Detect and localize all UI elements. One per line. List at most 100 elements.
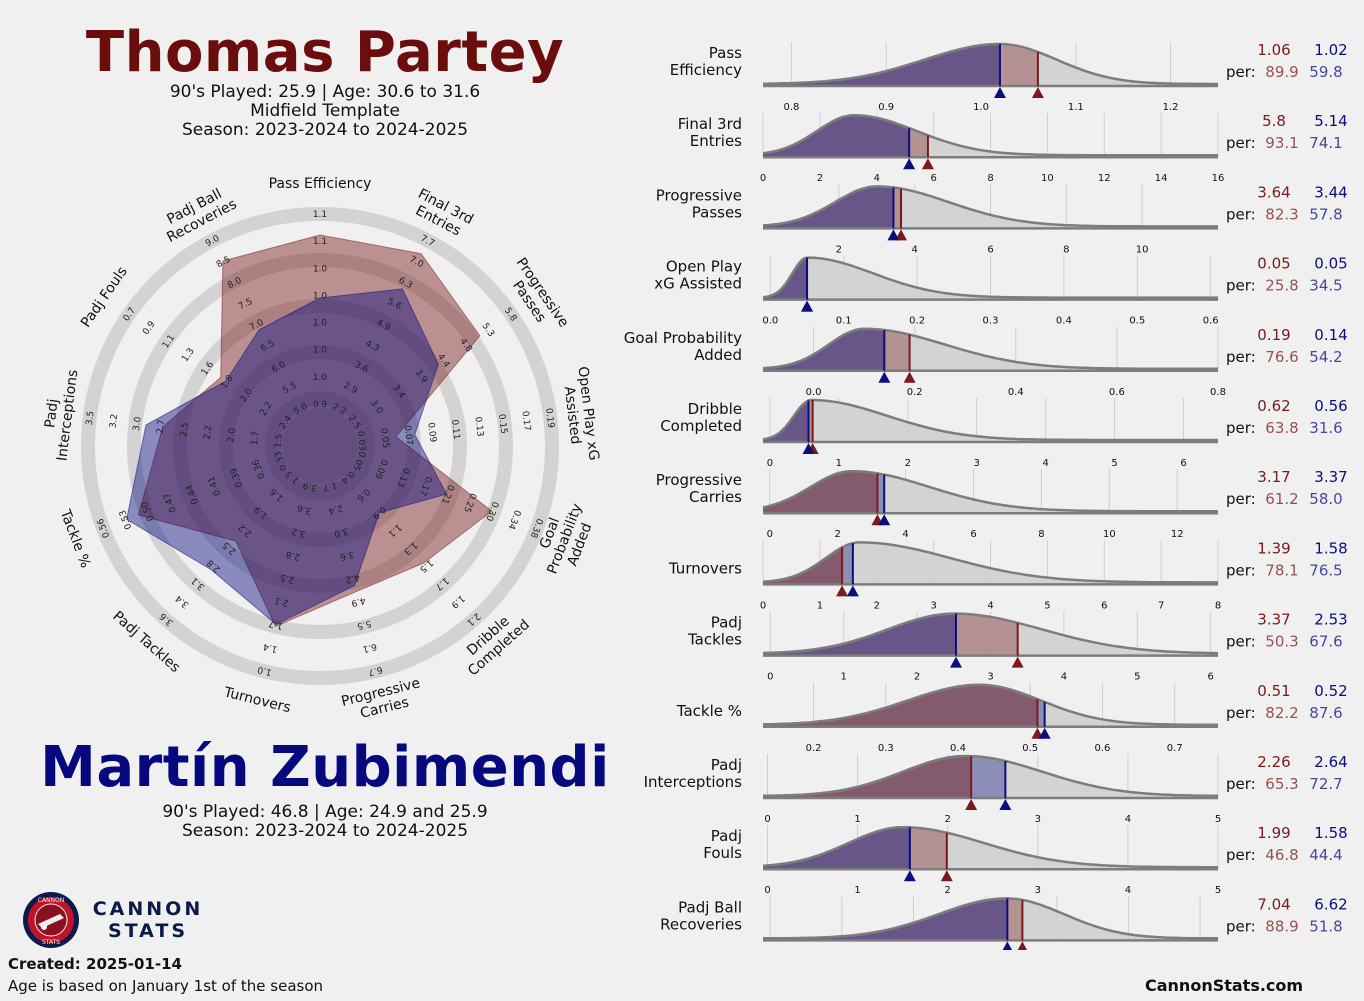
player1-value: 0.19 — [1257, 326, 1290, 344]
player1-value: 1.39 — [1257, 539, 1290, 557]
metric-label: Open Play xG Assisted — [654, 258, 742, 293]
x-tick-label: 8 — [987, 173, 993, 184]
site-link[interactable]: CannonStats.com — [1145, 976, 1304, 995]
player2-percentile: 59.8 — [1309, 63, 1342, 81]
x-tick-label: 0.6 — [1203, 316, 1219, 327]
player2-percentile: 54.2 — [1309, 348, 1342, 366]
density-curve — [762, 185, 1218, 228]
x-tick-label: 7 — [1158, 600, 1164, 611]
player1-marker — [1031, 87, 1044, 98]
x-tick-label: 5 — [1044, 600, 1050, 611]
distribution-row: 0 2 4 6 8 10 12 Progressive Carries 3.17 3.37 per: 6… — [656, 468, 1348, 540]
x-tick-label: 0 — [760, 173, 766, 184]
player1-value: 1.06 — [1257, 41, 1290, 59]
density-curve — [762, 541, 1218, 584]
distribution-area — [763, 756, 1218, 798]
player1-marker — [965, 799, 978, 810]
radar-tick-label: 0.11 — [449, 419, 461, 440]
density-curve — [762, 113, 1218, 157]
radar-axis-label-line: Padj — [42, 398, 61, 429]
x-tick-label: 0.6 — [1109, 387, 1125, 398]
player1-value: 0.05 — [1257, 255, 1290, 273]
ring-band — [127, 253, 513, 639]
metric-label-line: Carries — [689, 488, 742, 506]
radar-tick-label: 0.15 — [496, 413, 508, 434]
metric-label-line: xG Assisted — [654, 275, 742, 293]
radar-tick-label: 2.5 — [179, 422, 191, 437]
x-tick-label: 0.0 — [806, 387, 822, 398]
radar-axis-label: DribbleCompleted — [455, 605, 533, 680]
density-curve — [762, 825, 1218, 869]
player2-percentile: 67.6 — [1309, 633, 1342, 651]
metric-label: Goal Probability Added — [624, 329, 742, 364]
x-tick-label: 4 — [1125, 885, 1131, 896]
player1-marker — [940, 870, 953, 882]
metric-label-line: Completed — [660, 417, 742, 435]
per-label: per: — [1226, 490, 1256, 508]
x-tick-label: 1.1 — [1068, 102, 1084, 113]
distribution-row: 0.0 0.1 0.2 0.3 0.4 0.5 0.6 Open Play xG Assiste… — [654, 255, 1347, 327]
player1-percentile: 63.8 — [1265, 419, 1298, 437]
x-tick-label: 2 — [874, 600, 880, 611]
radar-tick-label: 2.7 — [156, 419, 168, 434]
radar-axis-label-line: Assisted — [561, 385, 584, 445]
cannon-stats-logo-icon: CANNON STATS — [23, 892, 79, 948]
player2-marker — [846, 585, 859, 597]
x-tick-label: 0.8 — [783, 102, 799, 113]
radar-tick-label: 2.0 — [226, 427, 238, 443]
radar-tick-label: 2.5 — [279, 571, 295, 584]
player2-marker — [887, 229, 900, 241]
metric-label-line: Padj — [711, 614, 742, 632]
metric-label-line: Pass — [709, 44, 742, 62]
x-tick-label: 0.2 — [907, 387, 923, 398]
metric-label-line: Dribble — [688, 400, 742, 418]
player1-value: 3.64 — [1257, 183, 1290, 201]
player2-marker — [903, 870, 916, 882]
x-tick-label: 1.0 — [973, 102, 989, 113]
player1-fill-area — [763, 186, 901, 229]
player2-percentile: 58.0 — [1309, 490, 1342, 508]
player1-percentile: 61.2 — [1265, 490, 1298, 508]
density-curve — [762, 612, 1219, 655]
x-tick-label: 8 — [1063, 244, 1069, 255]
x-tick-label: 0.2 — [806, 743, 822, 754]
distribution-row: 0 1 2 3 4 5 Padj Interceptions 2.26 2.64 per: 65.3 7… — [644, 753, 1348, 825]
radar-tick-label: 3.6 — [296, 502, 313, 515]
player1-value: 0.51 — [1257, 682, 1290, 700]
x-tick-label: 0.2 — [909, 316, 925, 327]
player2-marker — [999, 799, 1012, 810]
metric-label-line: Open Play — [666, 258, 742, 276]
distribution-row: 0 1 2 3 4 5 6 Dribble Completed 0.62 0.56 per: 63.8 3… — [660, 397, 1348, 469]
ring-center — [282, 408, 358, 484]
x-tick-label: 3 — [987, 672, 993, 683]
metric-label: Pass Efficiency — [670, 44, 742, 79]
radar-axis-label-line: Turnovers — [221, 684, 292, 716]
radar-tick-label: 0.17 — [520, 410, 532, 431]
density-curve — [763, 897, 1219, 940]
player1-marker — [1011, 656, 1024, 668]
radar-tick-label: 1.0 — [313, 319, 328, 329]
distribution-area — [763, 400, 1218, 442]
player1-name: Thomas Partey — [85, 20, 565, 85]
radar-axis-label: Open Play xGAssisted — [559, 366, 602, 464]
player2-percentile: 87.6 — [1309, 704, 1342, 722]
brand-line-1: CANNON — [92, 898, 204, 920]
player2-season: Season: 2023-2024 to 2024-2025 — [181, 821, 469, 841]
player1-percentile: 78.1 — [1265, 561, 1298, 579]
radar-axis-label-line: Pass Efficiency — [269, 176, 372, 192]
player1-fill-area — [763, 684, 1038, 727]
player2-marker — [903, 158, 916, 170]
metric-label: Progressive Passes — [656, 186, 742, 221]
player2-value: 2.53 — [1314, 611, 1347, 629]
x-tick-label: 2 — [905, 458, 911, 469]
distribution-row: 2 4 6 8 10 Progressive Passes 3.64 3.44 per: 82.3 5… — [656, 183, 1348, 255]
player2-name: Martín Zubimendi — [40, 735, 610, 800]
x-tick-label: 2 — [945, 814, 951, 825]
radar-tick-label: 1.1 — [313, 237, 327, 247]
per-label: per: — [1226, 633, 1256, 651]
x-tick-label: 4 — [987, 600, 993, 611]
player2-fill-area — [763, 684, 1045, 727]
x-tick-label: 6 — [987, 244, 993, 255]
metric-label-line: Recoveries — [660, 915, 742, 933]
radar-axis-label: Pass Efficiency — [269, 176, 372, 192]
